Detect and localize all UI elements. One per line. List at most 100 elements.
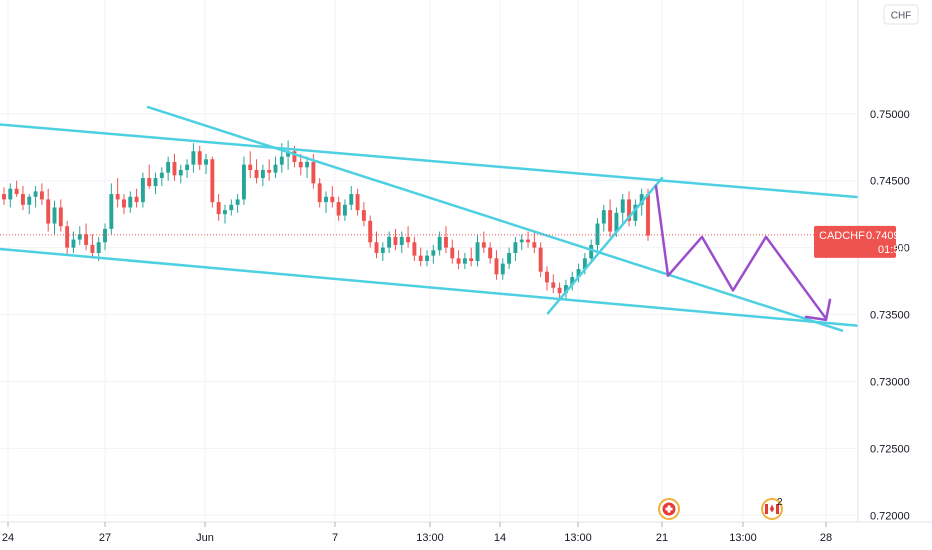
candle-body[interactable] [109, 194, 114, 229]
candle-body[interactable] [134, 196, 139, 203]
candle-body[interactable] [399, 236, 404, 245]
candle-body[interactable] [204, 159, 208, 165]
candle-body[interactable] [469, 258, 474, 261]
candle-body[interactable] [488, 247, 493, 259]
candle-body[interactable] [153, 178, 158, 187]
candle-body[interactable] [279, 156, 284, 165]
candle-body[interactable] [437, 236, 442, 251]
candle-body[interactable] [191, 151, 196, 165]
candle-body[interactable] [526, 239, 530, 243]
candle-body[interactable] [2, 194, 6, 200]
candle-body[interactable] [298, 161, 303, 168]
candle-body[interactable] [210, 159, 215, 203]
candle-body[interactable] [595, 223, 600, 245]
candle-body[interactable] [481, 242, 486, 248]
candle-body[interactable] [311, 161, 316, 184]
candle-body[interactable] [513, 242, 518, 253]
candle-body[interactable] [444, 236, 448, 248]
canada-flag-icon[interactable]: 2 [761, 497, 783, 520]
candle-body[interactable] [159, 172, 164, 179]
candle-body[interactable] [601, 210, 606, 224]
candle-body[interactable] [456, 258, 461, 264]
candle-body[interactable] [273, 164, 278, 173]
candle-body[interactable] [450, 247, 455, 259]
candle-body[interactable] [197, 151, 202, 165]
candle-body[interactable] [140, 178, 145, 203]
candle-body[interactable] [65, 226, 70, 248]
candle-body[interactable] [576, 269, 581, 278]
candle-body[interactable] [431, 250, 436, 256]
price-axis-panel[interactable] [858, 0, 932, 522]
candle-body[interactable] [96, 242, 101, 253]
candle-body[interactable] [286, 151, 291, 157]
candle-body[interactable] [500, 263, 505, 275]
candle-body[interactable] [8, 188, 13, 200]
candle-body[interactable] [185, 164, 190, 170]
rising-trendline[interactable] [546, 176, 664, 315]
candle-body[interactable] [393, 236, 398, 245]
swiss-flag-icon[interactable] [658, 498, 680, 520]
candle-body[interactable] [20, 194, 25, 205]
candle-body[interactable] [538, 247, 543, 272]
candle-body[interactable] [58, 207, 63, 227]
upper-channel-line[interactable] [0, 123, 932, 205]
candle-body[interactable] [216, 202, 221, 215]
candle-body[interactable] [84, 234, 89, 245]
candle-body[interactable] [633, 204, 638, 221]
candle-body[interactable] [223, 210, 227, 215]
candle-body[interactable] [355, 194, 360, 211]
candle-body[interactable] [172, 161, 177, 176]
candle-body[interactable] [52, 207, 57, 224]
candle-body[interactable] [406, 236, 411, 243]
candle-body[interactable] [166, 161, 171, 173]
candle-body[interactable] [292, 151, 297, 162]
candle-body[interactable] [241, 164, 246, 200]
candle-body[interactable] [235, 199, 240, 205]
candle-body[interactable] [646, 194, 650, 236]
candle-body[interactable] [557, 287, 562, 294]
candle-body[interactable] [589, 244, 594, 259]
candle-body[interactable] [494, 258, 499, 275]
candle-body[interactable] [545, 271, 549, 283]
candle-body[interactable] [229, 204, 234, 211]
candle-body[interactable] [608, 210, 613, 232]
candlesticks[interactable] [2, 140, 650, 299]
currency-badge[interactable]: CHF [883, 4, 919, 25]
candle-body[interactable] [14, 188, 19, 195]
candle-body[interactable] [122, 199, 126, 208]
candle-body[interactable] [260, 169, 265, 179]
candle-body[interactable] [475, 242, 480, 261]
candle-body[interactable] [462, 258, 467, 264]
candle-body[interactable] [77, 234, 82, 240]
candle-body[interactable] [380, 247, 385, 253]
candle-body[interactable] [330, 196, 335, 203]
last-price-badge[interactable]: CADCHF 0.74095 01:53:42 [814, 225, 921, 258]
candle-body[interactable] [254, 169, 259, 179]
candle-body[interactable] [639, 194, 644, 205]
candle-body[interactable] [374, 242, 379, 253]
candle-body[interactable] [90, 244, 95, 253]
candle-body[interactable] [267, 169, 272, 173]
candle-body[interactable] [317, 183, 322, 203]
candle-body[interactable] [614, 212, 619, 232]
projection-path[interactable] [654, 184, 828, 320]
candle-body[interactable] [33, 191, 38, 197]
candle-body[interactable] [71, 239, 76, 248]
candle-body[interactable] [147, 178, 152, 187]
candle-body[interactable] [46, 199, 51, 224]
time-axis-panel[interactable] [0, 522, 932, 550]
candle-body[interactable] [361, 210, 366, 221]
candle-body[interactable] [39, 191, 44, 200]
candle-body[interactable] [582, 258, 587, 270]
candle-body[interactable] [507, 252, 512, 264]
candle-body[interactable] [349, 194, 354, 205]
falling-trendline[interactable] [146, 105, 844, 332]
candle-body[interactable] [128, 196, 133, 208]
candle-body[interactable] [551, 282, 556, 288]
candle-body[interactable] [248, 164, 253, 170]
candle-body[interactable] [532, 242, 537, 248]
candle-body[interactable] [627, 199, 632, 221]
candle-body[interactable] [115, 194, 120, 200]
candle-body[interactable] [336, 202, 341, 216]
